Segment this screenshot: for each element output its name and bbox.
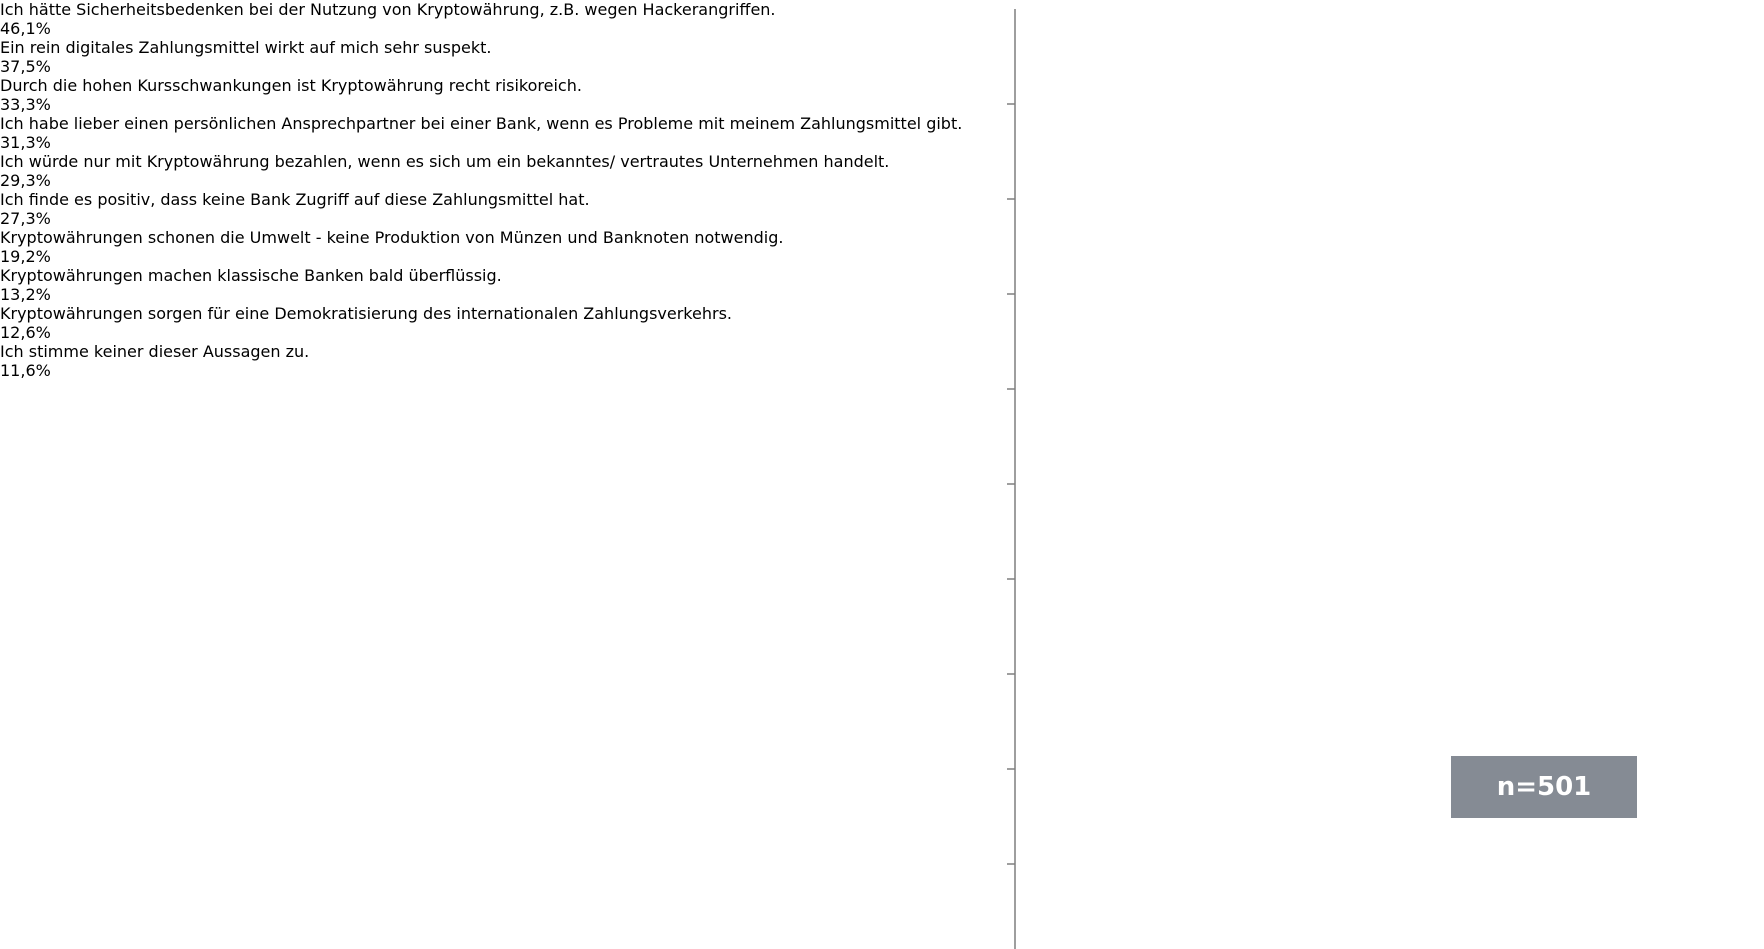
value-label: 37,5% [0, 57, 51, 76]
category-label: Ich hätte Sicherheitsbedenken bei der Nu… [0, 0, 776, 19]
category-label: Ich würde nur mit Kryptowährung bezahlen… [0, 152, 890, 171]
value-label: 12,6% [0, 323, 51, 342]
value-label: 13,2% [0, 285, 51, 304]
category-label: Ich habe lieber einen persönlichen Anspr… [0, 114, 963, 133]
value-label: 27,3% [0, 209, 51, 228]
category-label: Ich finde es positiv, dass keine Bank Zu… [0, 190, 590, 209]
sample-size: n=501 [1451, 756, 1637, 818]
category-label: Kryptowährungen schonen die Umwelt - kei… [0, 228, 784, 247]
category-label: Durch die hohen Kursschwankungen ist Kry… [0, 76, 582, 95]
value-label: 29,3% [0, 171, 51, 190]
value-label: 46,1% [0, 19, 51, 38]
value-label: 31,3% [0, 133, 51, 152]
value-label: 11,6% [0, 361, 51, 380]
category-label: Ich stimme keiner dieser Aussagen zu. [0, 342, 310, 361]
value-label: 33,3% [0, 95, 51, 114]
category-label: Kryptowährungen machen klassische Banken… [0, 266, 502, 285]
category-label: Kryptowährungen sorgen für eine Demokrat… [0, 304, 732, 323]
value-label: 19,2% [0, 247, 51, 266]
category-label: Ein rein digitales Zahlungsmittel wirkt … [0, 38, 492, 57]
